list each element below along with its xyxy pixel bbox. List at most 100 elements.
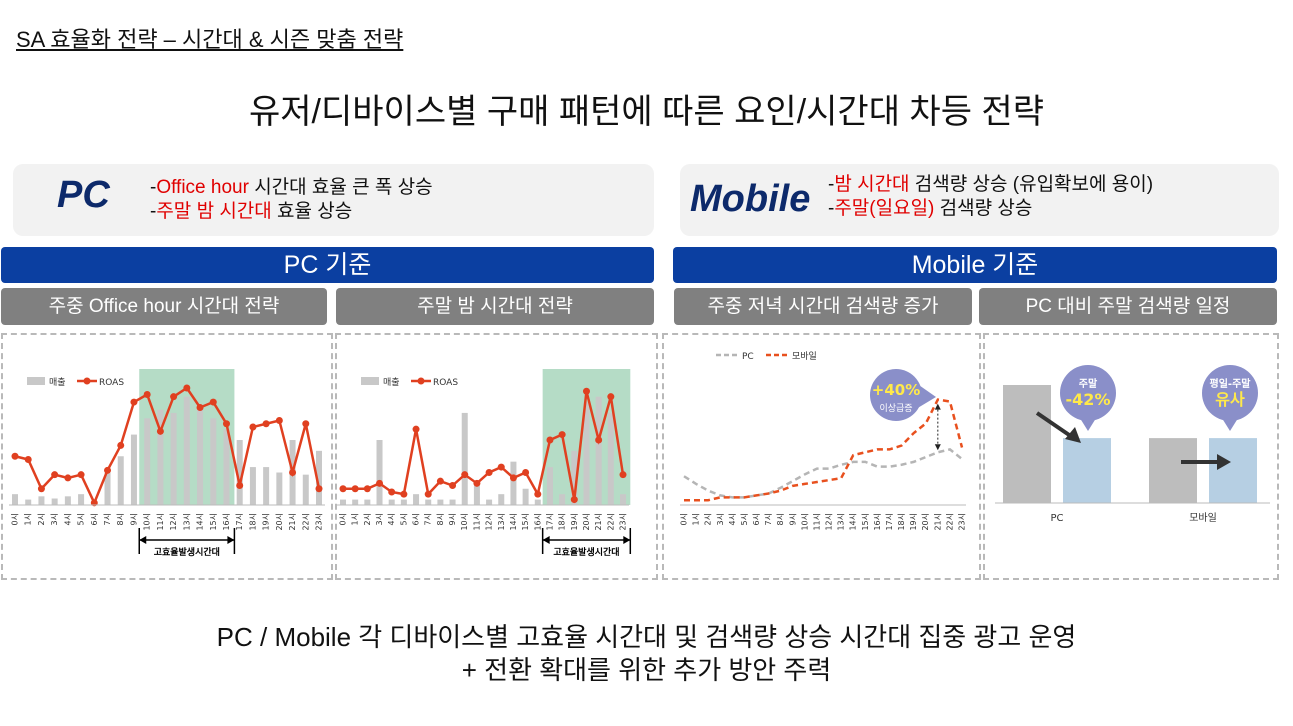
legend-label-pc: PC: [742, 352, 754, 362]
x-tick-label: 18시: [248, 513, 257, 531]
roas-point: [497, 463, 505, 471]
slide-title: SA 효율화 전략 – 시간대 & 시즌 맞춤 전략: [16, 27, 404, 52]
x-tick-label: 22시: [301, 513, 310, 531]
x-tick-label: 4시: [728, 513, 737, 525]
roas-point: [249, 423, 257, 431]
legend-label-mobile: 모바일: [792, 351, 817, 362]
x-tick-label: 5시: [740, 513, 749, 525]
pc-weekday-chart: 0시 1시 2시 3시 4시 5시 6시 7시 8시 9시 10시 11시 12시 13시 14시 15시 16…: [9, 369, 325, 558]
bar-sales: [38, 496, 45, 505]
bar-sales: [352, 499, 359, 505]
bar-sales: [210, 418, 217, 505]
roas-point: [558, 431, 566, 439]
bar-sales: [64, 496, 71, 505]
x-category-label: PC: [1050, 513, 1063, 524]
roas-point: [546, 436, 554, 444]
roas-point: [607, 393, 615, 401]
x-tick-label: 7시: [424, 513, 433, 525]
roas-point: [170, 393, 178, 401]
x-tick-label: 21시: [933, 513, 942, 531]
callout-badge: [870, 369, 922, 421]
bar-sales: [302, 474, 309, 505]
footer-line-1: PC / Mobile 각 디바이스별 고효율 시간대 및 검색량 상승 시간대…: [216, 622, 1077, 652]
roas-point: [363, 485, 371, 493]
roas-point: [143, 391, 151, 398]
x-tick-label: 10시: [800, 513, 809, 531]
roas-point: [339, 485, 347, 493]
drop-arrowhead: [1065, 427, 1081, 443]
callout-label: 이상급증: [879, 403, 912, 414]
bar-sales: [620, 494, 626, 505]
x-tick-label: 3시: [716, 513, 725, 525]
roas-point: [64, 474, 72, 482]
bar-sales: [249, 467, 256, 505]
x-tick-label: 3시: [50, 513, 59, 525]
x-tick-label: 9시: [788, 513, 797, 525]
x-tick-label: 2시: [704, 513, 713, 525]
bar-sales: [413, 494, 420, 505]
callout-badge-pointer: [1220, 415, 1240, 431]
legend-swatch-sales: [27, 377, 45, 385]
bar-sales: [276, 472, 283, 505]
mobile-device-label: Mobile: [690, 178, 811, 220]
x-tick-label: 23시: [958, 513, 967, 531]
roas-point: [117, 441, 125, 449]
bar-sales: [197, 405, 204, 505]
bar-sales: [437, 499, 444, 505]
bar-sales: [583, 402, 590, 505]
x-tick-label: 16시: [222, 513, 231, 531]
x-tick-label: 6시: [412, 513, 421, 525]
bar-sales: [559, 494, 566, 505]
x-tick-label: 21시: [288, 513, 297, 531]
roas-point: [262, 420, 270, 428]
annotation-arrowhead-right: [623, 536, 631, 544]
roas-point: [388, 488, 396, 496]
bar-sales: [316, 450, 322, 505]
mobile-note-1: -밤 시간대 검색량 상승 (유입확보에 용이): [828, 174, 1154, 195]
callout-top-label: 평일-주말: [1210, 377, 1252, 390]
flat-arrowhead: [1217, 454, 1231, 470]
x-tick-label: 23시: [315, 513, 324, 531]
roas-point: [275, 417, 283, 424]
bar-sales: [157, 409, 164, 505]
roas-point: [461, 471, 469, 479]
x-tick-label: 19시: [909, 513, 918, 531]
bar-sales: [473, 485, 480, 505]
bar-sales: [571, 450, 578, 505]
x-tick-label: 8시: [436, 513, 445, 525]
x-tick-label: 9시: [448, 513, 457, 525]
x-tick-label: 14시: [849, 513, 858, 531]
bar-sales: [461, 412, 468, 505]
x-tick-label: 0시: [339, 513, 348, 525]
roas-point: [209, 398, 217, 406]
mobile-header-box: Mobile -밤 시간대 검색량 상승 (유입확보에 용이) -주말(일요일)…: [680, 164, 1279, 236]
bar-sales: [223, 429, 230, 505]
roas-point: [183, 384, 191, 392]
roas-point: [222, 420, 230, 428]
mobile-hourly-chart-panel: 0시 1시 2시 3시 4시 5시 6시 7시 8시 9시 10시 11시 12시 13시 14시 15시 16…: [662, 333, 981, 580]
bar-weekend: [1209, 438, 1257, 503]
callout-badge-pointer: [1078, 415, 1098, 431]
x-tick-label: 8시: [776, 513, 785, 525]
series-pc-line: [683, 448, 963, 499]
roas-point: [400, 490, 408, 498]
x-tick-label: 17시: [885, 513, 894, 531]
x-tick-label: 7시: [764, 513, 773, 525]
x-tick-label: 5시: [399, 513, 408, 525]
roas-point: [449, 482, 457, 489]
roas-point: [619, 471, 627, 479]
x-tick-label: 10시: [460, 513, 469, 531]
x-tick-label: 1시: [351, 513, 360, 525]
bar-sales: [117, 456, 124, 505]
x-tick-label: 6시: [752, 513, 761, 525]
pc-basis-bar: PC 기준: [1, 247, 654, 283]
x-tick-label: 10시: [143, 513, 152, 531]
x-tick-label: 15시: [209, 513, 218, 531]
callout-badge: [1060, 365, 1116, 421]
legend-label-roas: ROAS: [433, 378, 458, 388]
pc-header-box: PC -Office hour 시간대 효율 큰 폭 상승 -주말 밤 시간대 …: [13, 164, 654, 236]
roas-point: [236, 482, 244, 489]
legend-marker-roas: [83, 377, 91, 385]
x-tick-label: 4시: [63, 513, 72, 525]
